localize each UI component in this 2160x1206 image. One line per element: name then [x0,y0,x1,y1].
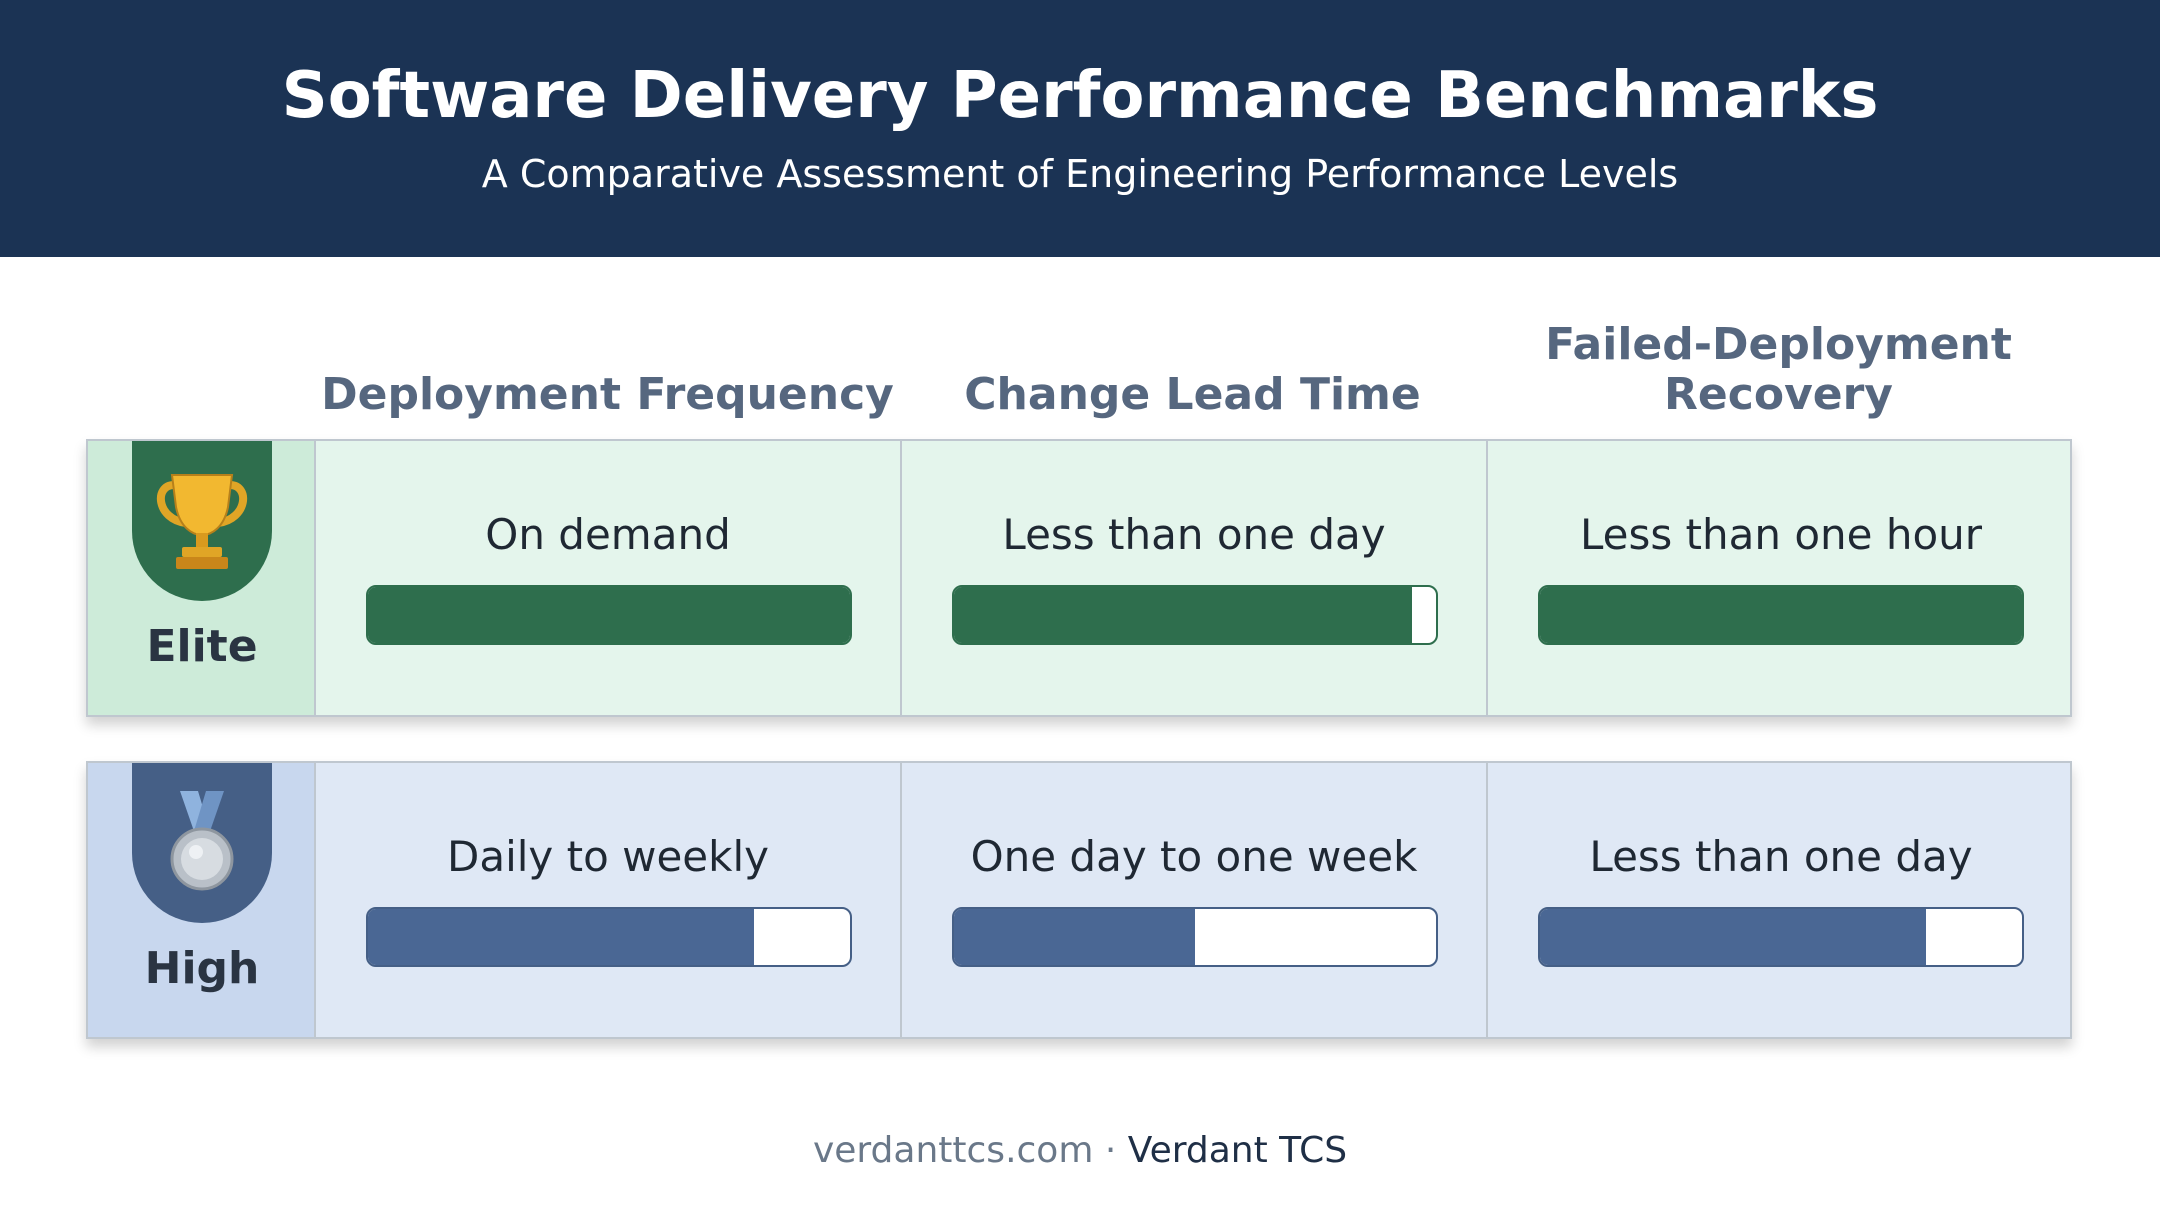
cell-value: On demand [485,510,731,559]
tier-row-high: High Daily to weekly One day to one week… [86,761,2072,1039]
medal-icon [170,791,234,891]
cell-value: Less than one day [1589,832,1973,881]
column-header-failed-deployment-recovery: Failed-Deployment Recovery [1545,319,2012,420]
page-title: Software Delivery Performance Benchmarks [281,59,1879,133]
cell-value: Daily to weekly [446,832,769,881]
column-header-deployment-frequency: Deployment Frequency [321,369,894,420]
cell-elite-change-lead-time: Less than one day [902,441,1488,715]
tier-row-elite: Elite On demand Less than one day Less t… [86,439,2072,717]
level-bar-fill [368,587,850,643]
cell-high-deployment-frequency: Daily to weekly [316,763,902,1037]
level-bar [952,585,1438,645]
level-bar [1538,585,2024,645]
tier-badge-cell: Elite [88,441,316,715]
tier-badge-cell: High [88,763,316,1037]
cell-elite-deployment-frequency: On demand [316,441,902,715]
footer-separator: · [1093,1130,1128,1171]
cell-value: One day to one week [970,832,1418,881]
tier-label: High [144,943,260,994]
column-header-change-lead-time: Change Lead Time [964,369,1421,420]
tier-badge [132,441,272,601]
cell-value: Less than one day [1002,510,1386,559]
level-bar [366,907,852,967]
level-bar [366,585,852,645]
footer-site: verdanttcs.com [812,1130,1094,1171]
header-banner: Software Delivery Performance Benchmarks… [0,0,2160,257]
level-bar-fill [954,587,1412,643]
level-bar [1538,907,2024,967]
footer: verdanttcs.com · Verdant TCS [0,1128,2160,1174]
tier-label: Elite [146,621,258,672]
cell-high-change-lead-time: One day to one week [902,763,1488,1037]
trophy-icon [156,474,248,569]
tier-badge [132,763,272,923]
level-bar-fill [368,909,754,965]
footer-brand: Verdant TCS [1127,1130,1348,1171]
level-bar-fill [954,909,1195,965]
level-bar [952,907,1438,967]
cell-high-failed-deployment-recovery: Less than one day [1488,763,2074,1037]
cell-value: Less than one hour [1579,510,1983,559]
page-subtitle: A Comparative Assessment of Engineering … [481,152,1679,196]
level-bar-fill [1540,587,2022,643]
level-bar-fill [1540,909,1926,965]
cell-elite-failed-deployment-recovery: Less than one hour [1488,441,2074,715]
